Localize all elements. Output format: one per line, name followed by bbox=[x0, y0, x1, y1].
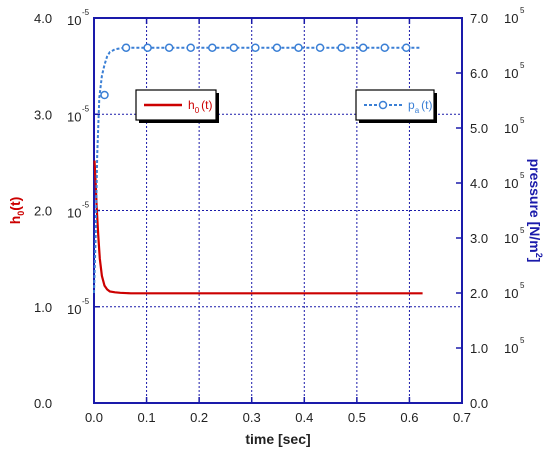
x-tick-label: 0.5 bbox=[348, 410, 366, 425]
left-tick-base: 10 bbox=[67, 13, 81, 28]
right-axis-label: pressure [N/m2] bbox=[527, 159, 544, 263]
left-tick-mantissa: 2.0 bbox=[34, 204, 52, 219]
series-point-pa bbox=[186, 43, 195, 52]
x-tick-label: 0.2 bbox=[190, 410, 208, 425]
x-tick-label: 0.0 bbox=[85, 410, 103, 425]
series-point-pa bbox=[337, 43, 346, 52]
left-tick-label: 3.0 10-5 bbox=[34, 104, 90, 124]
series-point-pa bbox=[208, 43, 217, 52]
right-tick-label: 2.0 105 bbox=[470, 281, 525, 301]
right-tick-exponent: 5 bbox=[520, 6, 525, 15]
left-tick-label: 1.0 10-5 bbox=[34, 297, 90, 317]
left-tick-exponent: -5 bbox=[82, 297, 90, 306]
right-tick-label: 0.0 bbox=[470, 396, 488, 411]
x-tick-label: 0.1 bbox=[138, 410, 156, 425]
right-tick-label: 6.0 105 bbox=[470, 61, 525, 81]
left-tick-exponent: -5 bbox=[82, 104, 90, 113]
left-tick-label: 4.0 10-5 bbox=[34, 8, 90, 28]
right-tick-label: 1.0 105 bbox=[470, 336, 525, 356]
right-tick-exponent: 5 bbox=[520, 226, 525, 235]
right-tick-base: 10 bbox=[504, 11, 518, 26]
right-tick-label: 5.0 105 bbox=[470, 116, 525, 136]
x-tick-label: 0.7 bbox=[453, 410, 471, 425]
right-tick-label: 7.0 105 bbox=[470, 6, 525, 26]
right-tick-base: 10 bbox=[504, 231, 518, 246]
series-point-pa bbox=[315, 43, 325, 52]
series-point-pa bbox=[164, 43, 174, 52]
series-line-h0 bbox=[93, 160, 423, 295]
right-tick-mantissa: 5.0 bbox=[470, 121, 488, 136]
series-point-pa bbox=[143, 43, 152, 52]
legend-label: pa (t) bbox=[408, 98, 432, 115]
left-tick-exponent: -5 bbox=[82, 8, 90, 17]
x-tick-label: 0.3 bbox=[243, 410, 261, 425]
series-point-pa bbox=[272, 43, 282, 52]
series-point-pa bbox=[358, 43, 368, 52]
right-tick-base: 10 bbox=[504, 121, 518, 136]
right-tick-mantissa: 2.0 bbox=[470, 286, 488, 301]
right-tick-label: 3.0 105 bbox=[470, 226, 525, 246]
right-tick-mantissa: 3.0 bbox=[470, 231, 488, 246]
right-tick-exponent: 5 bbox=[520, 336, 525, 345]
right-tick-exponent: 5 bbox=[520, 281, 525, 290]
left-tick-mantissa: 3.0 bbox=[34, 107, 52, 122]
right-tick-base: 10 bbox=[504, 176, 518, 191]
right-tick-exponent: 5 bbox=[520, 171, 525, 180]
series-line-pa bbox=[93, 46, 420, 294]
left-tick-base: 10 bbox=[67, 206, 81, 221]
x-axis-label: time [sec] bbox=[245, 431, 310, 447]
right-tick-exponent: 5 bbox=[520, 61, 525, 70]
series-point-pa bbox=[100, 90, 109, 100]
left-tick-mantissa: 4.0 bbox=[34, 11, 52, 26]
left-tick-mantissa: 1.0 bbox=[34, 300, 52, 315]
right-tick-mantissa: 7.0 bbox=[470, 11, 488, 26]
x-tick-label: 0.6 bbox=[400, 410, 418, 425]
left-tick-base: 10 bbox=[67, 109, 81, 124]
left-tick-exponent: -5 bbox=[82, 201, 90, 210]
right-tick-base: 10 bbox=[504, 341, 518, 356]
right-tick-label: 4.0 105 bbox=[470, 171, 525, 191]
legend-label: h0 (t) bbox=[188, 98, 212, 115]
left-tick-mantissa: 0.0 bbox=[34, 396, 52, 411]
series-point-pa bbox=[294, 43, 303, 52]
legend-h0: h0 (t) bbox=[135, 89, 219, 123]
left-tick-label: 2.0 10-5 bbox=[34, 201, 90, 221]
series-point-pa bbox=[121, 43, 131, 52]
right-tick-mantissa: 6.0 bbox=[470, 66, 488, 81]
left-tick-label: 0.0 bbox=[34, 396, 52, 411]
legend-swatch-marker bbox=[378, 100, 388, 110]
right-tick-exponent: 5 bbox=[520, 116, 525, 125]
right-tick-base: 10 bbox=[504, 66, 518, 81]
left-tick-base: 10 bbox=[67, 302, 81, 317]
series-point-pa bbox=[229, 43, 239, 52]
left-axis-label: h0(t) bbox=[7, 197, 26, 225]
right-tick-mantissa: 1.0 bbox=[470, 341, 488, 356]
right-tick-base: 10 bbox=[504, 286, 518, 301]
legend-pa: pa (t) bbox=[355, 89, 437, 123]
right-tick-mantissa: 0.0 bbox=[470, 396, 488, 411]
series-point-pa bbox=[251, 43, 260, 52]
series-point-pa bbox=[380, 43, 389, 52]
series-point-pa bbox=[402, 43, 411, 52]
right-tick-mantissa: 4.0 bbox=[470, 176, 488, 191]
x-tick-label: 0.4 bbox=[295, 410, 313, 425]
